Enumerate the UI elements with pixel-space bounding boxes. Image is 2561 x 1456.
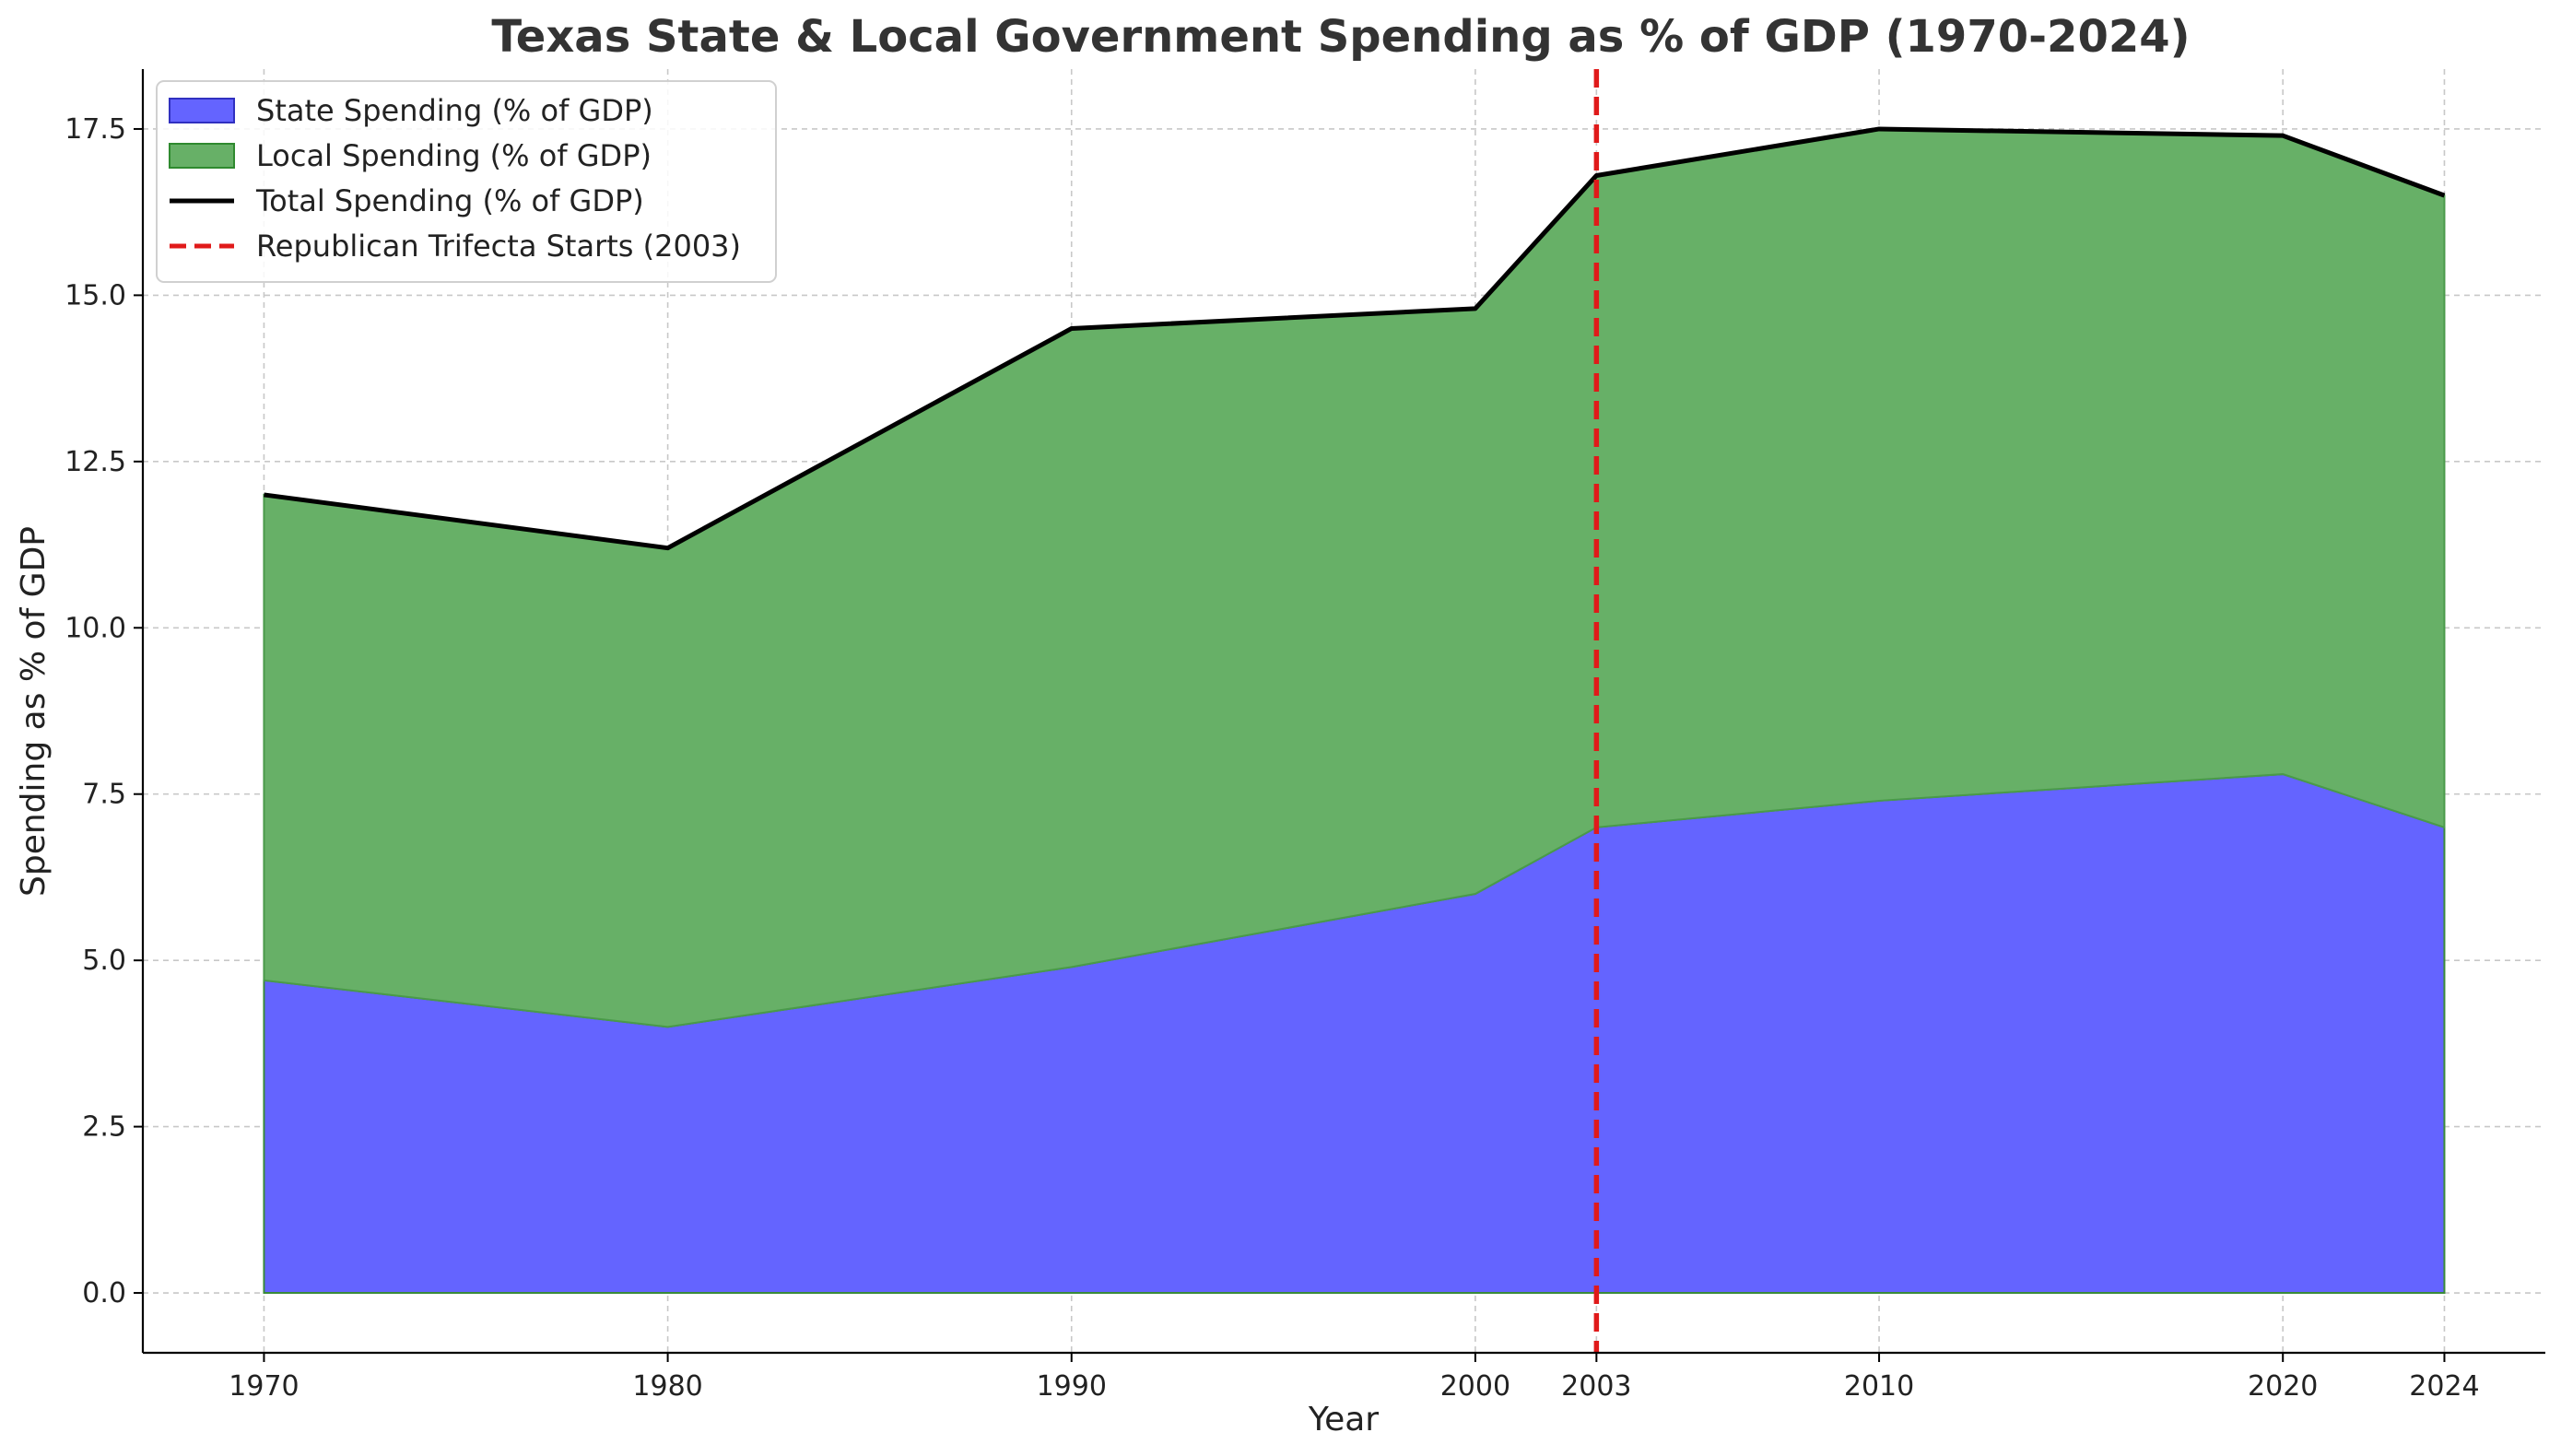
x-tick-label: 2020 <box>2248 1370 2318 1403</box>
legend-swatch <box>169 143 235 169</box>
line-layer <box>264 69 2446 1353</box>
legend-box <box>156 80 777 283</box>
tick-labels: 0.0 2.5 5.0 7.5 10.0 12.5 15.0 17.5 1970 1980 1990… <box>65 113 2479 1403</box>
legend-label: Republican Trifecta Starts (2003) <box>256 229 741 264</box>
legend-label: Total Spending (% of GDP) <box>255 183 644 218</box>
x-tick-label: 1970 <box>229 1370 299 1403</box>
x-tick-label: 2003 <box>1561 1370 1631 1403</box>
x-tick-label: 2010 <box>1844 1370 1914 1403</box>
y-tick-label: 12.5 <box>65 446 126 478</box>
y-tick-label: 0.0 <box>82 1277 126 1309</box>
x-tick-label: 1990 <box>1037 1370 1107 1403</box>
y-tick-label: 17.5 <box>65 113 126 146</box>
x-tick-label: 2000 <box>1440 1370 1510 1403</box>
axes <box>134 69 2545 1362</box>
legend: State Spending (% of GDP) Local Spending … <box>156 80 777 283</box>
y-axis-label: Spending as % of GDP <box>15 526 53 897</box>
y-tick-label: 15.0 <box>65 279 126 311</box>
area-layer <box>263 127 2446 1295</box>
legend-label: State Spending (% of GDP) <box>256 93 653 128</box>
legend-label: Local Spending (% of GDP) <box>256 138 652 173</box>
chart-title: Texas State & Local Government Spending … <box>491 11 2190 63</box>
total-spending-line <box>264 126 2446 551</box>
x-tick-label: 1980 <box>632 1370 702 1403</box>
x-axis-label: Year <box>1308 1401 1379 1438</box>
legend-swatch <box>169 98 235 123</box>
y-tick-label: 7.5 <box>82 779 126 811</box>
y-tick-label: 10.0 <box>65 612 126 644</box>
y-tick-label: 2.5 <box>82 1111 126 1144</box>
y-tick-label: 5.0 <box>82 945 126 977</box>
x-tick-label: 2024 <box>2409 1370 2479 1403</box>
